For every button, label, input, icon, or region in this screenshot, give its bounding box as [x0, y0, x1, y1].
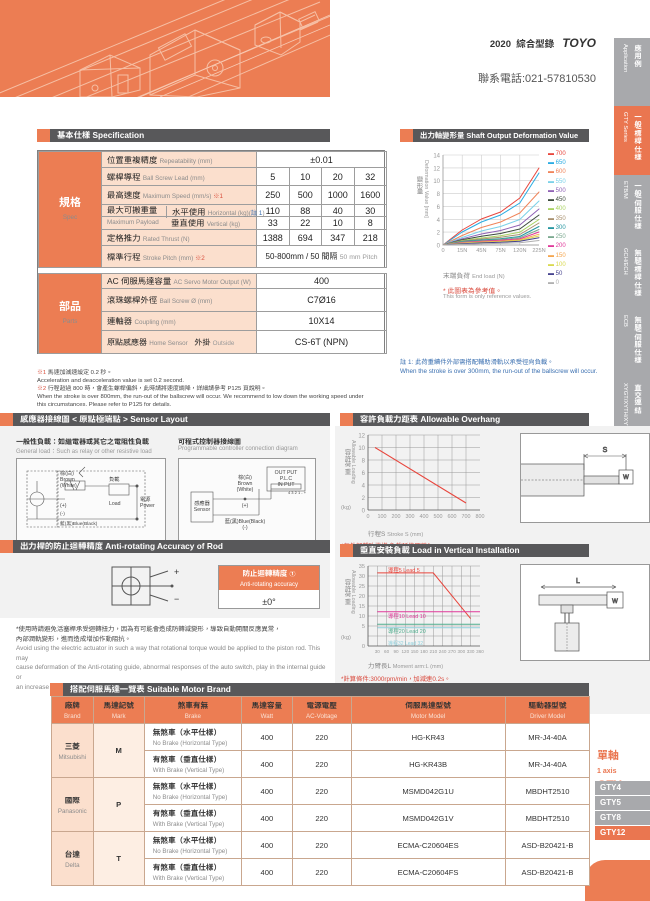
svg-text:2: 2 [437, 231, 441, 237]
svg-text:100: 100 [378, 514, 387, 520]
svg-text:導程20 Lead 20: 導程20 Lead 20 [388, 627, 426, 635]
svg-text:W: W [612, 599, 618, 605]
svg-text:225N: 225N [532, 248, 545, 254]
svg-text:+: + [174, 567, 179, 577]
svg-text:IN PUT: IN PUT [277, 482, 295, 488]
svg-text:600: 600 [448, 514, 457, 520]
svg-text:120: 120 [401, 649, 409, 654]
svg-text:25: 25 [359, 584, 365, 590]
svg-text:導程5 Lead 5: 導程5 Lead 5 [388, 566, 420, 574]
svg-text:(-): (-) [60, 511, 65, 517]
svg-text:Power: Power [140, 503, 155, 509]
svg-text:10: 10 [358, 446, 365, 452]
svg-text:(White): (White) [237, 487, 254, 493]
svg-text:感應器: 感應器 [194, 499, 210, 507]
svg-text:(-): (-) [242, 525, 247, 531]
svg-text:12: 12 [358, 434, 365, 440]
svg-text:15N: 15N [457, 248, 467, 254]
svg-text:棕(白): 棕(白) [238, 473, 252, 481]
svg-text:75N: 75N [495, 248, 505, 254]
svg-text:(White): (White) [60, 483, 77, 489]
svg-text:30: 30 [359, 574, 365, 580]
svg-text:15: 15 [359, 604, 365, 610]
svg-text:10: 10 [359, 614, 365, 620]
svg-text:270: 270 [448, 649, 456, 654]
svg-text:35: 35 [359, 564, 365, 570]
svg-text:8: 8 [437, 192, 441, 198]
svg-text:導程32 Lead 32: 導程32 Lead 32 [388, 640, 423, 647]
svg-text:180: 180 [420, 649, 428, 654]
svg-text:45N: 45N [476, 248, 486, 254]
svg-text:Load: Load [109, 501, 121, 507]
svg-text:−: − [174, 594, 179, 604]
svg-text:700: 700 [462, 514, 471, 520]
svg-text:Sensor: Sensor [194, 507, 211, 513]
svg-text:150: 150 [411, 649, 419, 654]
svg-text:(+): (+) [60, 503, 67, 509]
svg-text:10: 10 [433, 179, 440, 185]
svg-text:0: 0 [441, 248, 444, 254]
svg-text:240: 240 [439, 649, 447, 654]
svg-text:4 3 2 1 - +: 4 3 2 1 - + [288, 490, 307, 495]
svg-text:300: 300 [457, 649, 465, 654]
svg-text:S: S [603, 447, 608, 454]
svg-text:400: 400 [420, 514, 429, 520]
svg-text:500: 500 [434, 514, 443, 520]
svg-text:L: L [576, 578, 580, 585]
svg-text:210: 210 [429, 649, 437, 654]
svg-text:14: 14 [433, 154, 440, 160]
svg-text:60: 60 [384, 649, 390, 654]
svg-text:藍(黑)Blue(Black): 藍(黑)Blue(Black) [225, 517, 266, 525]
svg-text:90: 90 [393, 649, 399, 654]
svg-text:0: 0 [362, 644, 365, 650]
svg-text:(+): (+) [242, 503, 249, 509]
svg-text:導程10 Lead 10: 導程10 Lead 10 [388, 612, 426, 620]
svg-text:電源: 電源 [140, 495, 151, 503]
svg-text:0: 0 [437, 244, 441, 250]
svg-text:藍(黑)Blue(Black): 藍(黑)Blue(Black) [60, 520, 98, 527]
svg-text:5: 5 [362, 624, 365, 630]
svg-text:800: 800 [476, 514, 485, 520]
svg-text:120N: 120N [513, 248, 526, 254]
svg-text:W: W [623, 475, 629, 481]
svg-text:4: 4 [437, 218, 441, 224]
svg-text:6: 6 [437, 205, 441, 211]
svg-text:200: 200 [392, 514, 401, 520]
svg-text:12: 12 [433, 166, 440, 172]
svg-text:330: 330 [467, 649, 475, 654]
svg-text:20: 20 [359, 594, 365, 600]
svg-text:0: 0 [367, 514, 370, 520]
svg-text:30: 30 [375, 649, 381, 654]
svg-text:棕(白): 棕(白) [60, 469, 74, 477]
svg-text:負載: 負載 [109, 475, 119, 483]
svg-text:360: 360 [476, 649, 484, 654]
svg-text:300: 300 [406, 514, 415, 520]
